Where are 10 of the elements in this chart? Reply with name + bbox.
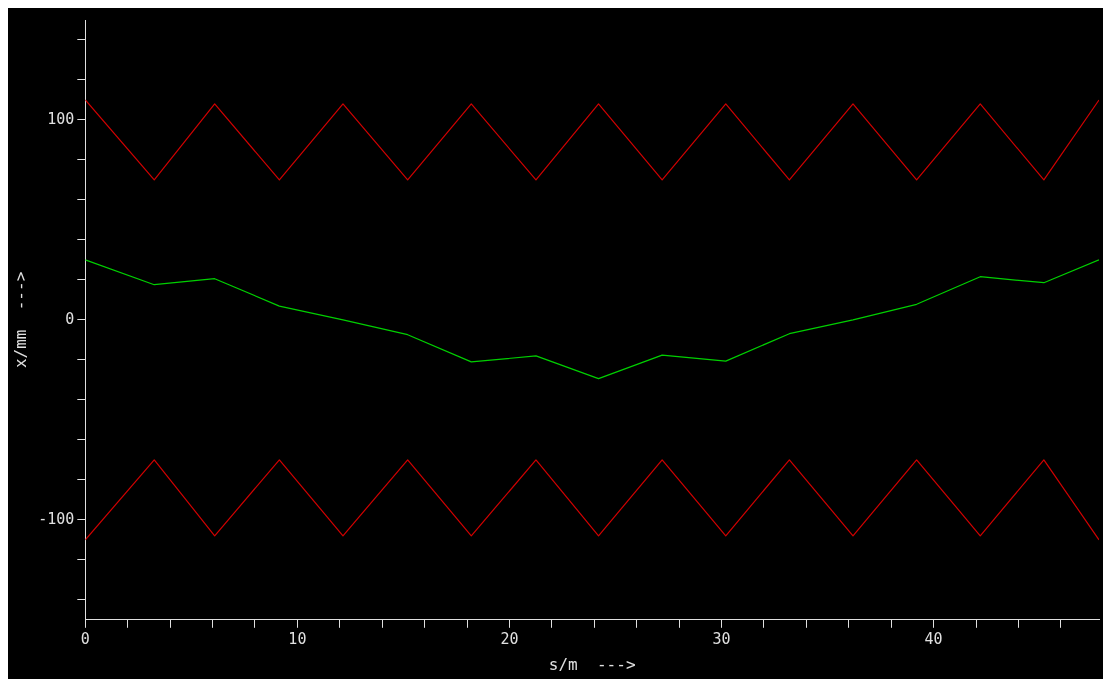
y-tick-label: -100 (38, 509, 75, 528)
y-axis-title: x/mm ---> (10, 271, 30, 369)
x-tick-label: 30 (712, 629, 731, 648)
x-tick-label: 0 (80, 629, 90, 648)
x-axis-title: s/m ---> (548, 654, 636, 674)
y-tick-label: 100 (47, 109, 75, 128)
y-tick-label: 0 (65, 309, 75, 328)
x-tick-label: 40 (924, 629, 943, 648)
x-tick-label: 20 (500, 629, 519, 648)
x-tick-label: 10 (288, 629, 307, 648)
